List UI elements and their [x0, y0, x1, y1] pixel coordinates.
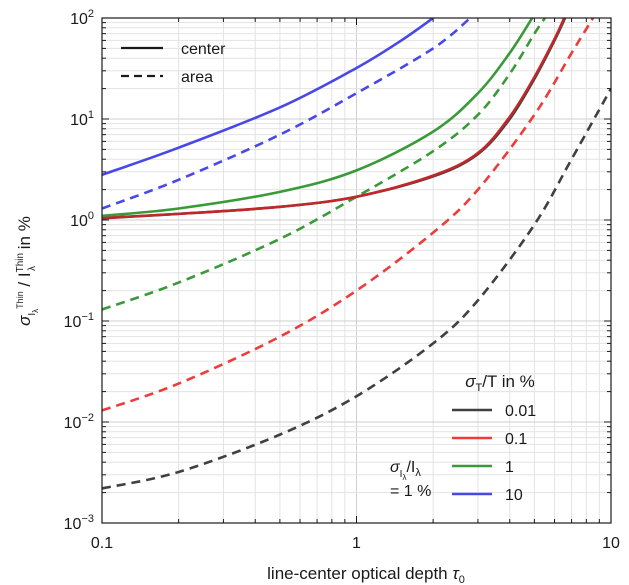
grid [101, 18, 611, 524]
annotation-line1: σIλ/Iλ [390, 459, 421, 482]
y-axis-title: σIλThin / IThinλ in % [15, 216, 40, 326]
series-line-area-1 [102, 18, 546, 311]
y-axis-title-group: σIλThin / IThinλ in % [15, 216, 40, 326]
annotation: σIλ/Iλ = 1 % [390, 459, 431, 500]
series-line-area-0_1 [102, 18, 595, 412]
x-tick-label: 0.1 [91, 535, 113, 552]
series-line-area-10 [102, 18, 472, 210]
color-legend-label: 10 [505, 487, 523, 504]
color-legend: σT/T in % 0.01 0.1 1 10 [452, 372, 536, 504]
annotation-line2: = 1 % [390, 483, 431, 500]
x-tick-label: 1 [352, 535, 361, 552]
x-axis-title: line-center optical depth τ0 [267, 564, 465, 585]
y-tick-label: 102 [70, 8, 94, 28]
y-tick-label: 10−3 [64, 513, 94, 533]
legend-center-label: center [181, 41, 226, 58]
series-line-area-0_01 [102, 87, 611, 490]
color-legend-title: σT/T in % [465, 372, 535, 394]
series-layer [102, 18, 611, 490]
color-legend-label: 0.01 [505, 403, 536, 420]
series-line-center-1 [102, 18, 534, 218]
series-line-center-0_1 [102, 18, 566, 220]
series-line-center-10 [102, 18, 434, 177]
style-legend: center area [121, 41, 226, 86]
y-tick-label: 101 [70, 109, 94, 129]
y-tick-label: 10−2 [64, 412, 94, 432]
color-legend-label: 0.1 [505, 431, 527, 448]
y-tick-label: 100 [70, 210, 94, 230]
x-tick-label: 10 [602, 535, 620, 552]
color-legend-label: 1 [505, 459, 514, 476]
y-tick-label: 10−1 [64, 311, 94, 331]
legend-area-label: area [181, 69, 213, 86]
